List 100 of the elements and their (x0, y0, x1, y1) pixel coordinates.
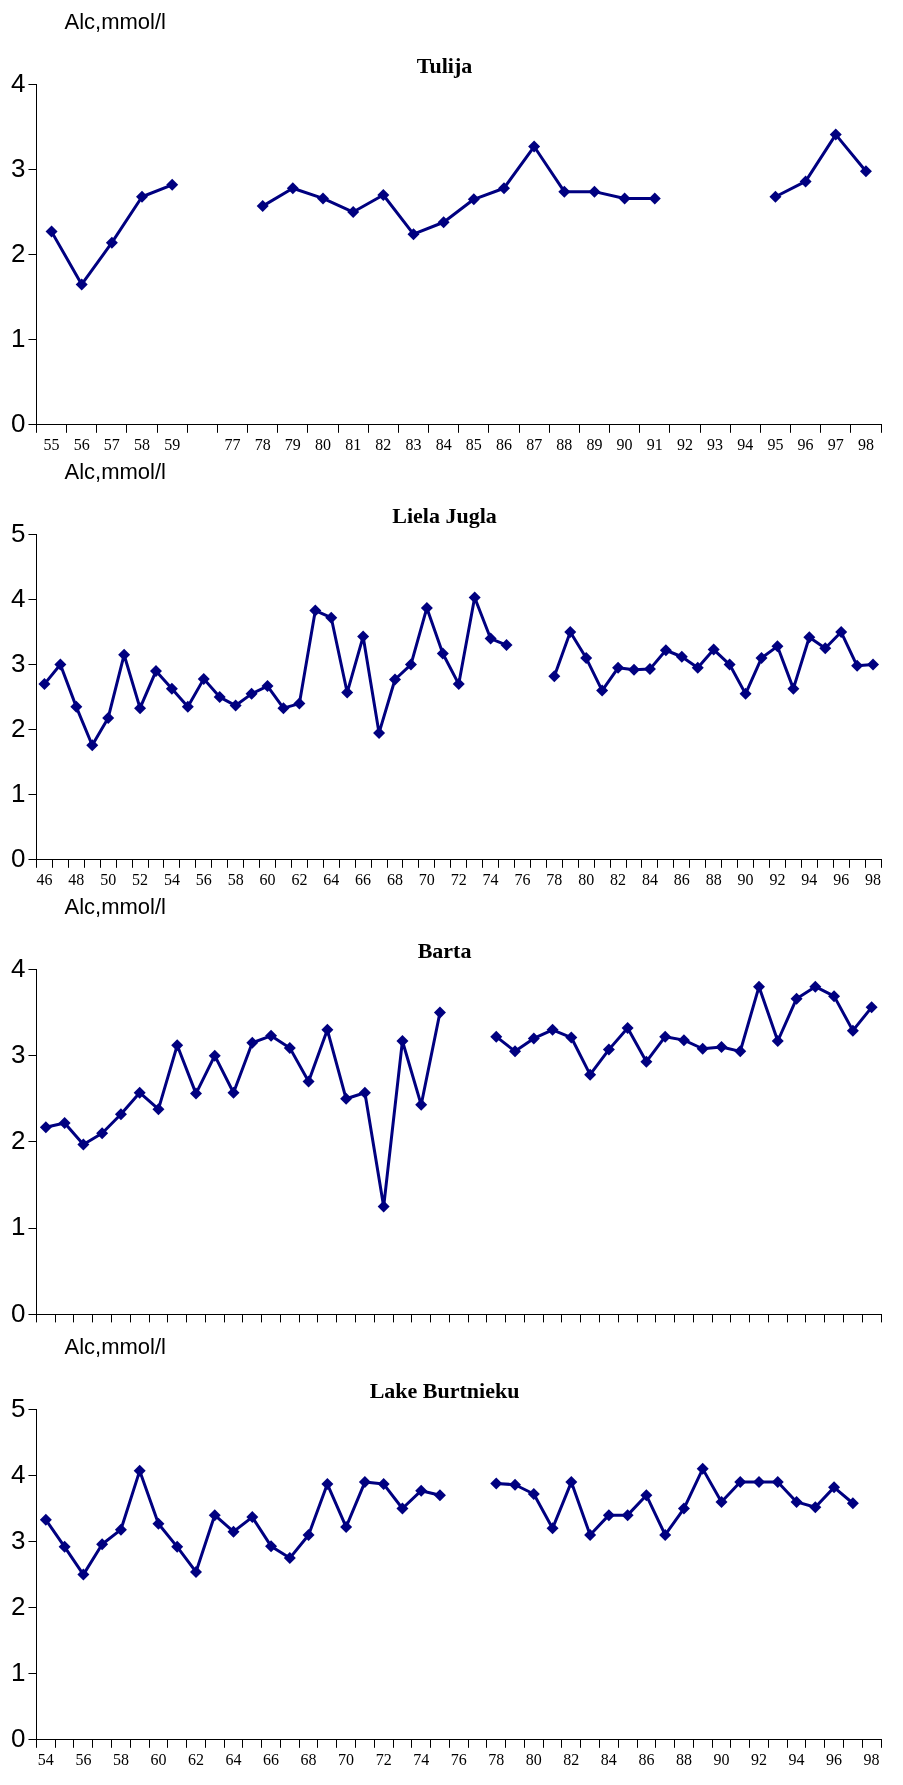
x-tick-label: 59 (164, 435, 181, 453)
point (640, 1055, 653, 1068)
point (77, 1138, 90, 1151)
x-tick-label: 72 (375, 1750, 392, 1768)
point (771, 1034, 784, 1047)
x-tick-label: 62 (187, 1750, 204, 1768)
x-tick-label: 76 (514, 870, 531, 888)
point (846, 1024, 859, 1037)
point (659, 1030, 672, 1043)
point (621, 1509, 634, 1522)
point (490, 1477, 503, 1490)
point (171, 1540, 184, 1553)
point (584, 1528, 597, 1541)
point (102, 711, 115, 724)
y-axis-title: Alc,mmol/l (64, 1334, 166, 1360)
point (302, 1075, 315, 1088)
x-tick-label: 54 (37, 1750, 54, 1768)
x-tick-label: 82 (563, 1750, 580, 1768)
x-tick-label: 58 (227, 870, 244, 888)
point (755, 652, 768, 665)
x-tick-label: 78 (254, 435, 271, 453)
point (208, 1049, 221, 1062)
y-tick-label: 1 (10, 777, 26, 808)
point (859, 165, 872, 178)
point (753, 980, 766, 993)
point (261, 680, 274, 693)
x-tick-label: 90 (737, 870, 754, 888)
point (867, 658, 880, 671)
point (340, 1521, 353, 1534)
point (715, 1041, 728, 1054)
point (293, 697, 306, 710)
point (828, 990, 841, 1003)
point (54, 658, 67, 671)
point (596, 684, 609, 697)
point (584, 1068, 597, 1081)
point (165, 682, 178, 695)
x-tick-label: 86 (495, 435, 512, 453)
point (321, 1478, 334, 1491)
chart-title: Barta (417, 937, 472, 963)
point (803, 631, 816, 644)
y-tick-label: 0 (10, 1297, 26, 1328)
point (283, 1552, 296, 1565)
point (96, 1538, 109, 1551)
x-tick-label: 55 (43, 435, 60, 453)
x-tick-label: 97 (827, 435, 844, 453)
point (246, 1511, 259, 1524)
x-tick-label: 62 (291, 870, 308, 888)
point (734, 1045, 747, 1058)
y-tick-label: 3 (10, 647, 26, 678)
point (548, 670, 561, 683)
point (283, 1041, 296, 1054)
point (358, 1086, 371, 1099)
point (819, 642, 832, 655)
point (245, 687, 258, 700)
point (136, 190, 149, 203)
point (612, 661, 625, 674)
point (509, 1045, 522, 1058)
point (152, 1517, 165, 1530)
point (309, 604, 322, 617)
chart-title: Tulija (416, 52, 473, 78)
point (105, 236, 118, 249)
x-tick-label: 92 (676, 435, 693, 453)
x-tick-label: 80 (525, 1750, 542, 1768)
x-tick-label: 78 (488, 1750, 505, 1768)
point (691, 661, 704, 674)
point (565, 1031, 578, 1044)
x-tick-label: 98 (857, 435, 874, 453)
point (500, 639, 513, 652)
y-axis-title: Alc,mmol/l (64, 894, 166, 920)
point (39, 1121, 52, 1134)
x-tick-label: 98 (863, 1750, 880, 1768)
x-tick-label: 60 (259, 870, 276, 888)
point (321, 1023, 334, 1036)
point (208, 1509, 221, 1522)
point (396, 1034, 409, 1047)
point (404, 658, 417, 671)
x-tick-label: 60 (150, 1750, 167, 1768)
point (527, 1032, 540, 1045)
point (715, 1495, 728, 1508)
point (70, 700, 83, 713)
x-tick-label: 84 (641, 870, 658, 888)
point (377, 1478, 390, 1491)
x-tick-label: 90 (713, 1750, 730, 1768)
point (846, 1497, 859, 1510)
point (388, 673, 401, 686)
y-axis-title: Alc,mmol/l (64, 459, 166, 485)
point (377, 189, 390, 202)
x-tick-label: 66 (355, 870, 372, 888)
x-tick-label: 88 (675, 1750, 692, 1768)
point (347, 206, 360, 219)
x-tick-label: 94 (801, 870, 818, 888)
point (149, 665, 162, 678)
y-tick-label: 4 (10, 67, 26, 98)
x-tick-label: 70 (418, 870, 435, 888)
point (227, 1525, 240, 1538)
x-tick-label: 81 (345, 435, 362, 453)
y-tick-label: 1 (10, 1656, 26, 1687)
point (213, 691, 226, 704)
y-tick-label: 4 (10, 952, 26, 983)
x-tick-label: 85 (465, 435, 482, 453)
